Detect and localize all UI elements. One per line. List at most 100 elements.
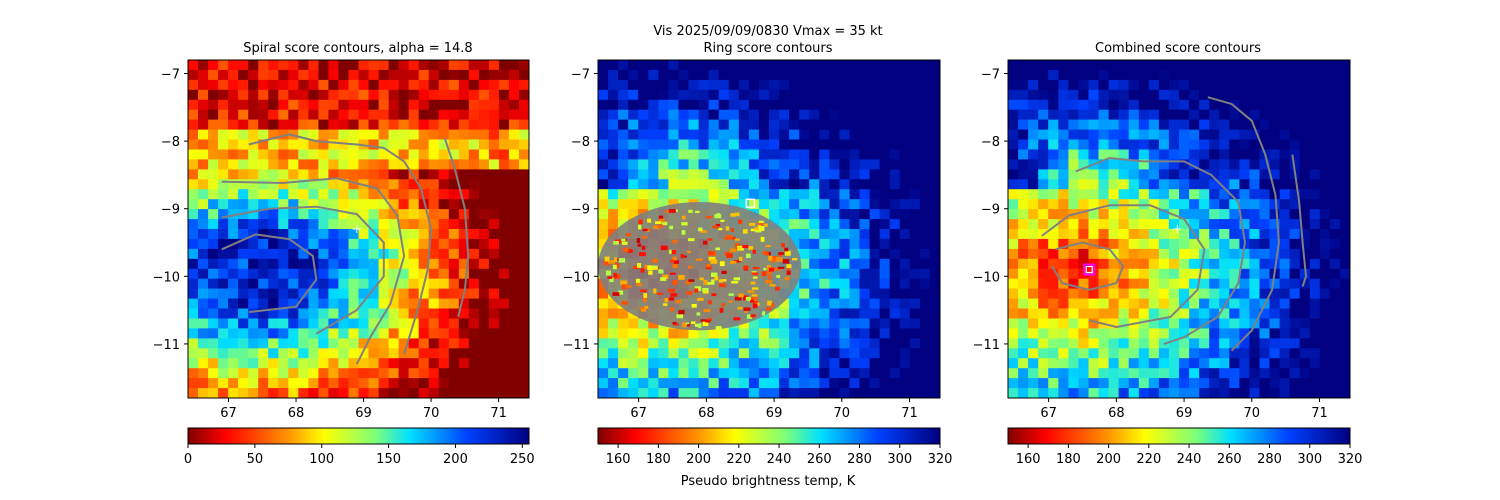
heatmap-cell [909,199,921,210]
heatmap-cell [829,139,841,150]
heatmap-cell [388,258,400,270]
heatmap-cell [1068,378,1080,389]
heatmap-cell [508,179,520,190]
heatmap-cell [1018,358,1029,369]
heatmap-cell [488,338,500,349]
heatmap-cell [1329,318,1341,329]
heatmap-cell [438,159,450,170]
heatmap-cell [648,189,659,200]
heatmap-cell [1148,268,1160,280]
heatmap-cell [1279,189,1291,200]
heatmap-cell [338,229,349,240]
heatmap-cell [448,99,460,111]
heatmap-cell [608,199,619,210]
heatmap-cell [1028,308,1039,319]
heatmap-cell [508,229,520,240]
heatmap-cell [248,119,259,131]
heatmap-cell [238,99,249,111]
heatmap-cell [458,129,470,141]
heatmap-cell [889,328,901,339]
heatmap-cell [1199,238,1210,250]
heatmap-cell [368,159,380,170]
heatmap-cell [1329,258,1341,270]
heatmap-cell [468,308,480,319]
heatmap-cell [278,378,289,389]
heatmap-cell [889,139,901,150]
heatmap-cell [678,378,690,389]
heatmap-cell [1179,139,1190,150]
heatmap-cell [478,368,490,379]
heatmap-cell [328,378,339,389]
heatmap-cell [1289,60,1301,71]
heatmap-cell [458,248,470,260]
heatmap-cell [1068,119,1080,131]
heatmap-cell [1339,229,1350,240]
heatmap-cell [909,378,921,389]
heatmap-cell [598,368,609,379]
heatmap-cell [278,219,289,230]
heatmap-cell [448,318,460,329]
heatmap-cell [688,109,700,121]
heatmap-cell [488,388,500,398]
heatmap-cell [318,60,329,71]
heatmap-cell [839,179,851,190]
heatmap-cell [308,338,319,349]
ring-region-speckle [663,303,668,306]
heatmap-cell [618,368,629,379]
heatmap-cell [418,89,430,101]
heatmap-cell [388,179,400,190]
heatmap-cell [1309,99,1321,111]
heatmap-cell [1118,338,1130,349]
heatmap-cell [468,199,480,210]
heatmap-cell [448,268,460,280]
heatmap-cell [1168,268,1180,280]
heatmap-cell [598,358,609,369]
heatmap-cell [1048,119,1059,131]
heatmap-cell [208,109,219,121]
heatmap-cell [198,109,209,121]
heatmap-cell [228,129,239,141]
heatmap-cell [208,209,219,220]
heatmap-cell [1239,159,1251,170]
heatmap-cell [688,69,700,81]
heatmap-cell [408,139,420,150]
heatmap-cell [879,209,891,220]
heatmap-cell [478,318,490,329]
heatmap-cell [1329,109,1341,121]
ring-region-speckle [769,284,776,287]
heatmap-cell [519,338,529,349]
heatmap-cell [338,288,349,300]
heatmap-cell [288,209,299,220]
heatmap-cell [718,169,730,180]
heatmap-cell [328,169,339,180]
heatmap-cell [348,248,360,260]
colorbar-tick-label: 260 [1217,452,1242,467]
heatmap-cell [819,348,830,359]
heatmap-cell [678,79,690,91]
heatmap-cell [278,89,289,101]
heatmap-cell [1279,368,1291,379]
heatmap-cell [668,378,680,389]
heatmap-cell [718,378,730,389]
heatmap-cell [1279,328,1291,339]
heatmap-cell [188,79,199,91]
heatmap-cell [468,69,480,81]
heatmap-cell [458,99,470,111]
heatmap-cell [1249,60,1261,71]
heatmap-cell [869,348,881,359]
heatmap-cell [268,229,279,240]
heatmap-cell [368,169,380,180]
heatmap-cell [1108,99,1120,111]
heatmap-cell [258,338,269,349]
heatmap-cell [258,169,269,180]
heatmap-cell [308,248,319,260]
y-tick-label: −7 [161,68,180,83]
heatmap-cell [438,89,450,101]
heatmap-cell [1269,338,1281,349]
heatmap-cell [829,189,841,200]
heatmap-cell [638,89,649,101]
heatmap-cell [698,388,710,398]
heatmap-cell [698,159,710,170]
heatmap-cell [869,238,881,250]
heatmap-cell [1219,358,1230,369]
